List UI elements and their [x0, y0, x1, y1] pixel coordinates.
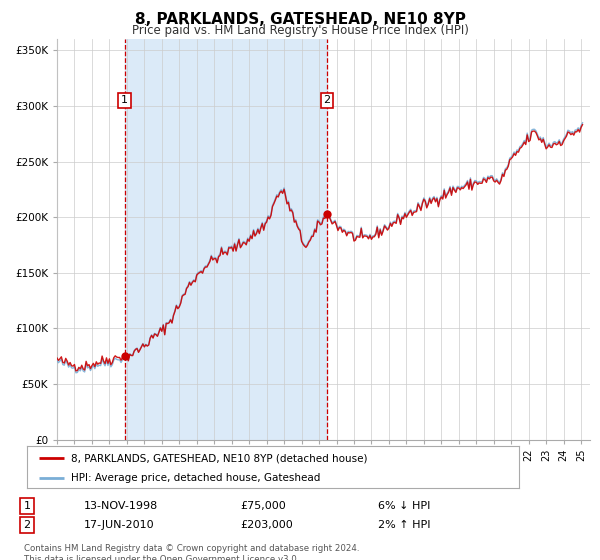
Text: HPI: Average price, detached house, Gateshead: HPI: Average price, detached house, Gate…	[71, 473, 320, 483]
Text: £203,000: £203,000	[240, 520, 293, 530]
Text: 8, PARKLANDS, GATESHEAD, NE10 8YP: 8, PARKLANDS, GATESHEAD, NE10 8YP	[134, 12, 466, 27]
Text: £75,000: £75,000	[240, 501, 286, 511]
Text: 1: 1	[23, 501, 31, 511]
Text: 2% ↑ HPI: 2% ↑ HPI	[378, 520, 431, 530]
Text: 1: 1	[121, 95, 128, 105]
Text: 2: 2	[23, 520, 31, 530]
Text: 13-NOV-1998: 13-NOV-1998	[84, 501, 158, 511]
Text: Price paid vs. HM Land Registry's House Price Index (HPI): Price paid vs. HM Land Registry's House …	[131, 24, 469, 36]
Text: 2: 2	[323, 95, 331, 105]
Bar	[125, 39, 327, 440]
Text: Contains HM Land Registry data © Crown copyright and database right 2024.
This d: Contains HM Land Registry data © Crown c…	[24, 544, 359, 560]
Text: 8, PARKLANDS, GATESHEAD, NE10 8YP (detached house): 8, PARKLANDS, GATESHEAD, NE10 8YP (detac…	[71, 453, 368, 463]
Text: 17-JUN-2010: 17-JUN-2010	[84, 520, 155, 530]
Text: 6% ↓ HPI: 6% ↓ HPI	[378, 501, 430, 511]
